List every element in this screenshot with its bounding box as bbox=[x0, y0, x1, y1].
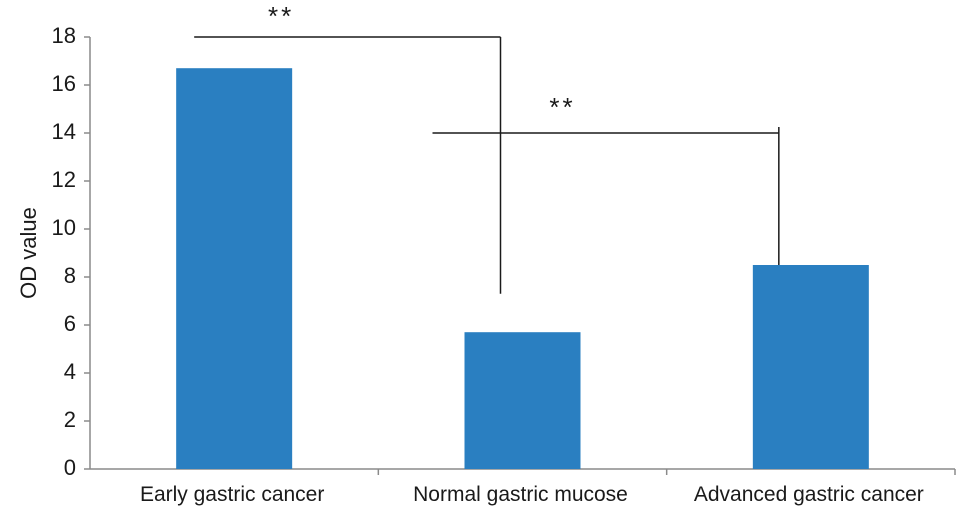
significance-label: ** bbox=[268, 1, 294, 31]
y-axis-label: OD value bbox=[16, 207, 41, 299]
bar-0 bbox=[176, 68, 293, 469]
y-tick-label: 18 bbox=[52, 23, 76, 48]
bar-2 bbox=[752, 265, 869, 469]
y-tick-labels: 0 2 4 6 8 10 12 14 16 18 bbox=[52, 23, 90, 480]
y-tick-label: 2 bbox=[64, 407, 76, 432]
x-category-label: Normal gastric mucose bbox=[413, 483, 628, 506]
y-tick-label: 10 bbox=[52, 215, 76, 240]
x-category-label: Advanced gastric cancer bbox=[694, 483, 924, 506]
bar-1 bbox=[464, 332, 581, 469]
significance-brackets: ** ** bbox=[194, 1, 780, 294]
y-tick-label: 16 bbox=[52, 71, 76, 96]
y-tick-label: 8 bbox=[64, 263, 76, 288]
y-tick-label: 4 bbox=[64, 359, 76, 384]
y-tick-label: 12 bbox=[52, 167, 76, 192]
x-category-labels: Early gastric cancer Normal gastric mucos… bbox=[140, 469, 956, 506]
x-category-label: Early gastric cancer bbox=[140, 483, 324, 506]
y-tick-label: 6 bbox=[64, 311, 76, 336]
y-tick-label: 0 bbox=[64, 455, 76, 480]
bars bbox=[176, 68, 869, 469]
y-tick-label: 14 bbox=[52, 119, 76, 144]
significance-label: ** bbox=[549, 92, 575, 122]
